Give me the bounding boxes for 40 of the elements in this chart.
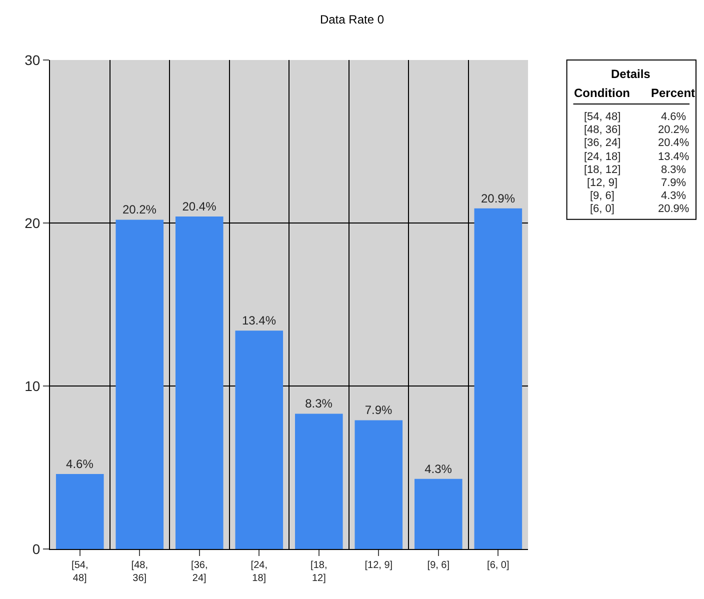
category-label: [12, 9] bbox=[587, 177, 618, 189]
x-tick-label: [9, 6] bbox=[427, 560, 450, 571]
data-label: 8.3% bbox=[305, 396, 333, 411]
text: 4.3% bbox=[661, 190, 686, 202]
category-label: [6, 0] bbox=[590, 203, 614, 215]
text: 4.6% bbox=[661, 111, 686, 123]
y-tick-label: 10 bbox=[24, 378, 40, 394]
x-tick-label: [54, 48] bbox=[72, 560, 88, 584]
text: 20.4% bbox=[658, 137, 690, 149]
y-tick-label: 20 bbox=[24, 214, 40, 231]
text: Percent bbox=[651, 86, 696, 100]
text: 8.3% bbox=[661, 164, 686, 176]
x-tick-label: [18, 12] bbox=[310, 560, 328, 584]
data-label: 20.9% bbox=[480, 191, 516, 206]
text: 7.9% bbox=[661, 177, 686, 189]
category-label: [54, 48] bbox=[584, 111, 621, 123]
data-label: 7.9% bbox=[364, 403, 392, 418]
text: Details bbox=[611, 67, 651, 81]
data-label: 4.3% bbox=[424, 462, 452, 476]
category-label: [9, 6] bbox=[590, 190, 614, 202]
x-tick-label: [36, 24] bbox=[191, 560, 208, 584]
y-tick-label: 30 bbox=[24, 52, 40, 68]
category-label: [18, 12] bbox=[584, 164, 621, 176]
text: 13.4% bbox=[658, 151, 690, 163]
text: Condition bbox=[574, 86, 630, 100]
data-label: 13.4% bbox=[242, 314, 276, 328]
category-label: [24, 18] bbox=[584, 151, 621, 163]
text: 20.9% bbox=[658, 203, 690, 215]
data-label: 4.6% bbox=[66, 457, 94, 472]
data-label: 20.4% bbox=[182, 199, 217, 214]
y-tick-label: 0 bbox=[32, 540, 40, 557]
text: 20.2% bbox=[658, 124, 690, 136]
category-label: [48, 36] bbox=[584, 124, 621, 136]
category-label: [36, 24] bbox=[584, 137, 621, 149]
x-tick-label: [6, 0] bbox=[487, 560, 510, 571]
x-tick-label: [12, 9] bbox=[364, 560, 393, 571]
data-label: 20.2% bbox=[122, 202, 157, 217]
x-tick-label: [48, 36] bbox=[131, 560, 148, 584]
chart-title: Data Rate 0 bbox=[320, 12, 384, 26]
x-tick-label: [24, 18] bbox=[250, 560, 268, 584]
